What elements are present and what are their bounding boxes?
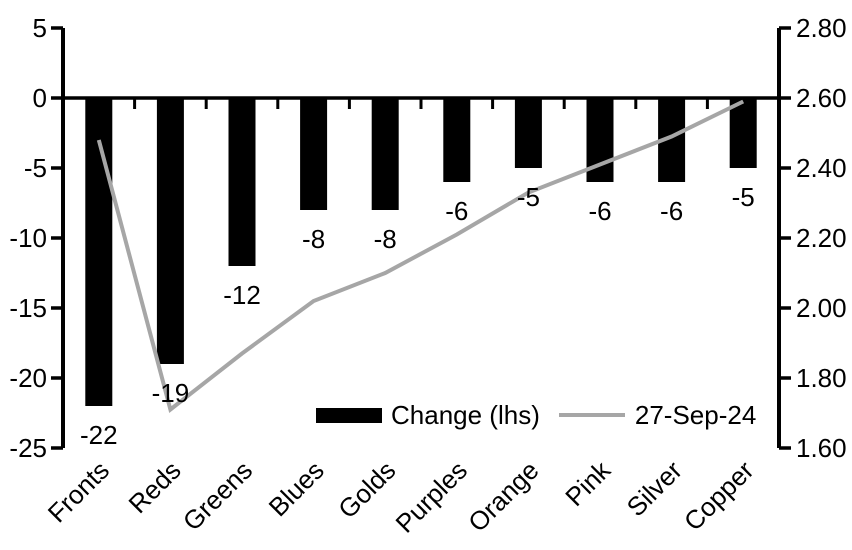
x-axis-category-label: Reds bbox=[123, 455, 187, 519]
right-axis-label: 2.40 bbox=[796, 153, 847, 183]
legend-line-label: 27-Sep-24 bbox=[634, 399, 757, 430]
bar-value-label: -19 bbox=[152, 378, 190, 408]
legend-bar-label: Change (lhs) bbox=[391, 399, 540, 430]
bar bbox=[514, 98, 542, 168]
legend: Change (lhs) 27-Sep-24 bbox=[316, 399, 756, 431]
x-axis-category-label: Greens bbox=[177, 455, 259, 537]
bar bbox=[228, 98, 256, 266]
x-axis-category-label: Blues bbox=[263, 455, 330, 522]
x-axis-category-label: Silver bbox=[621, 455, 688, 522]
left-axis-label: -25 bbox=[9, 433, 47, 463]
left-axis-label: -20 bbox=[9, 363, 47, 393]
x-axis-category-label: Fronts bbox=[42, 455, 115, 528]
bar-value-label: -8 bbox=[374, 224, 397, 254]
left-axis-label: -15 bbox=[9, 293, 47, 323]
left-axis-label: -5 bbox=[24, 153, 47, 183]
bar bbox=[443, 98, 471, 182]
bar-value-label: -6 bbox=[660, 196, 683, 226]
x-axis-category-label: Purples bbox=[389, 455, 473, 539]
bar-value-label: -12 bbox=[223, 280, 261, 310]
x-axis-category-label: Copper bbox=[678, 455, 760, 537]
bar-value-label: -5 bbox=[517, 182, 540, 212]
bar bbox=[371, 98, 399, 210]
bar bbox=[300, 98, 328, 210]
bar-value-label: -6 bbox=[588, 196, 611, 226]
bar bbox=[85, 98, 113, 406]
right-axis-label: 2.00 bbox=[796, 293, 847, 323]
left-axis-label: 5 bbox=[33, 13, 47, 43]
x-axis-category-label: Orange bbox=[462, 455, 545, 538]
x-axis-category-label: Pink bbox=[559, 454, 617, 512]
left-axis-label: -10 bbox=[9, 223, 47, 253]
bar-value-label: -8 bbox=[302, 224, 325, 254]
legend-line-swatch bbox=[558, 413, 625, 417]
bar-value-label: -5 bbox=[732, 182, 755, 212]
right-axis-label: 2.20 bbox=[796, 223, 847, 253]
bar-value-label: -22 bbox=[80, 420, 118, 450]
x-axis-category-label: Golds bbox=[332, 455, 401, 524]
bar bbox=[156, 98, 184, 364]
bar bbox=[729, 98, 757, 168]
legend-bar-swatch bbox=[316, 407, 382, 423]
line-series bbox=[96, 99, 745, 413]
right-axis-label: 2.60 bbox=[796, 83, 847, 113]
right-axis-label: 1.80 bbox=[796, 363, 847, 393]
bar-value-label: -6 bbox=[445, 196, 468, 226]
right-axis-label: 2.80 bbox=[796, 13, 847, 43]
left-axis-label: 0 bbox=[33, 83, 47, 113]
right-axis-label: 1.60 bbox=[796, 433, 847, 463]
